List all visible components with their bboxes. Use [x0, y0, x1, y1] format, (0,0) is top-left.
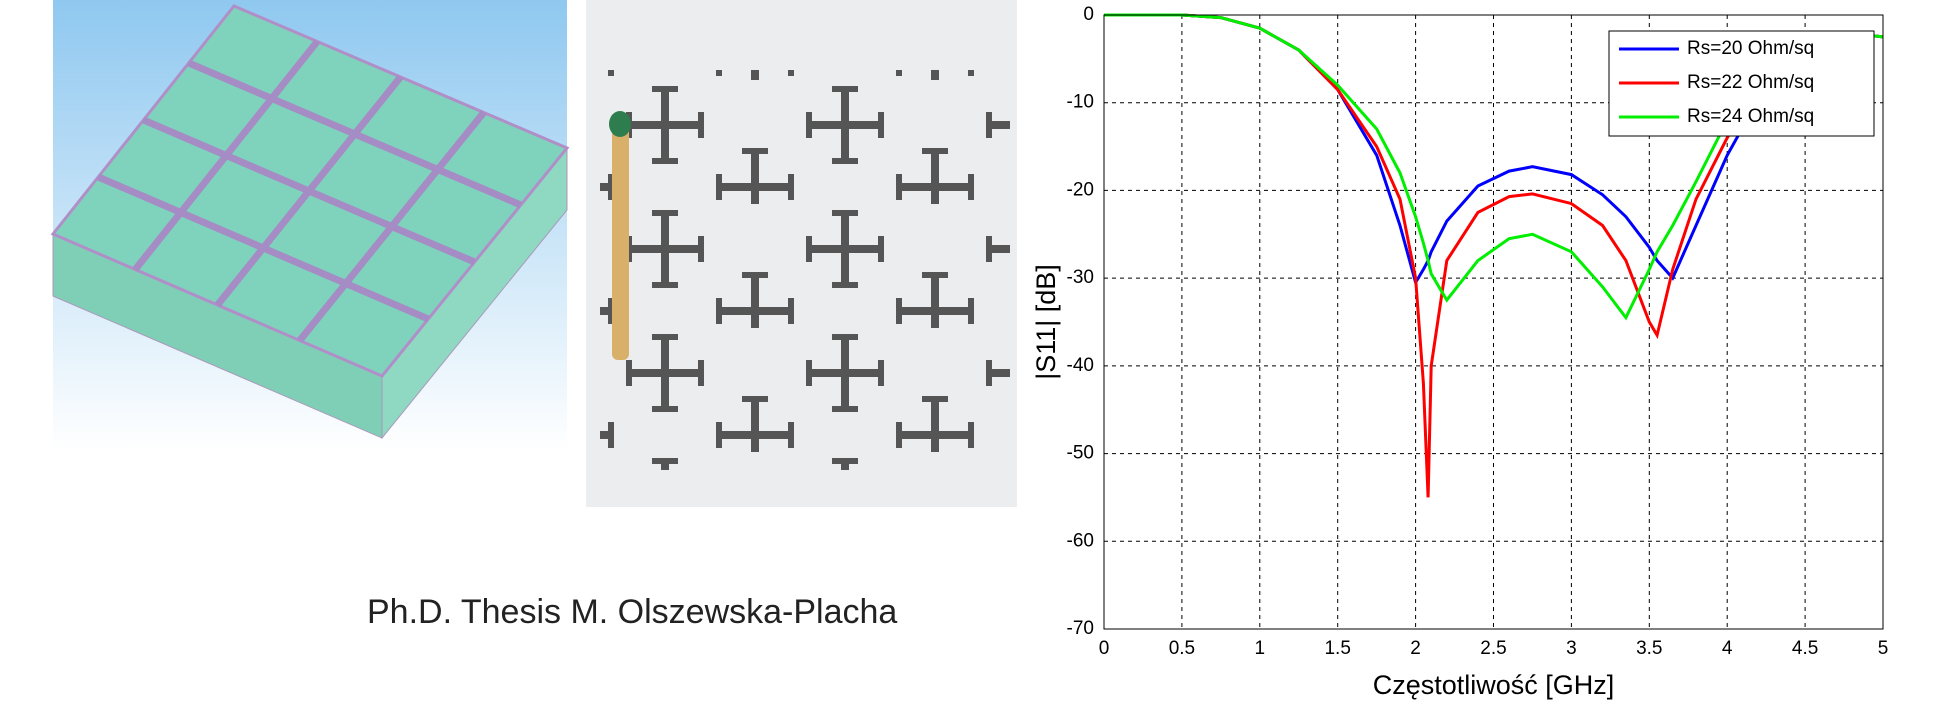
x-tick-label: 4: [1722, 638, 1733, 659]
page: Ph.D. Thesis M. Olszewska-Placha 0 -10 -20…: [0, 0, 1933, 717]
x-tick-label: 0: [1099, 638, 1110, 659]
x-tick-label: 0.5: [1169, 638, 1195, 659]
y-tick-label: -10: [1067, 92, 1094, 113]
y-tick-label: -20: [1067, 179, 1094, 200]
y-tick-label: -30: [1067, 267, 1094, 288]
y-axis-label: |S11| [dB]: [1031, 264, 1061, 380]
y-tick-label: -70: [1067, 618, 1094, 639]
y-tick-label: -40: [1067, 355, 1094, 376]
x-tick-label: 2.5: [1480, 638, 1506, 659]
x-tick-label: 1.5: [1324, 638, 1350, 659]
caption: Ph.D. Thesis M. Olszewska-Placha: [367, 593, 897, 631]
x-tick-label: 2: [1410, 638, 1421, 659]
x-tick-label: 5: [1878, 638, 1889, 659]
photo-crosses: [600, 70, 1010, 470]
x-tick-label: 3.5: [1636, 638, 1662, 659]
x-tick-label: 4.5: [1792, 638, 1818, 659]
x-axis-label: Częstotliwość [GHz]: [1373, 670, 1615, 700]
match-head: [609, 111, 631, 137]
legend-label: Rs=20 Ohm/sq: [1687, 38, 1814, 59]
y-tick-label: 0: [1083, 4, 1094, 25]
x-tick-label: 1: [1255, 638, 1266, 659]
matchstick: [612, 118, 629, 360]
x-tick-label: 3: [1566, 638, 1577, 659]
legend-label: Rs=24 Ohm/sq: [1687, 106, 1814, 127]
y-tick-label: -60: [1067, 530, 1094, 551]
y-tick-label: -50: [1067, 443, 1094, 464]
figure: Ph.D. Thesis M. Olszewska-Placha 0 -10 -20…: [0, 0, 1933, 717]
legend-label: Rs=22 Ohm/sq: [1687, 72, 1814, 93]
